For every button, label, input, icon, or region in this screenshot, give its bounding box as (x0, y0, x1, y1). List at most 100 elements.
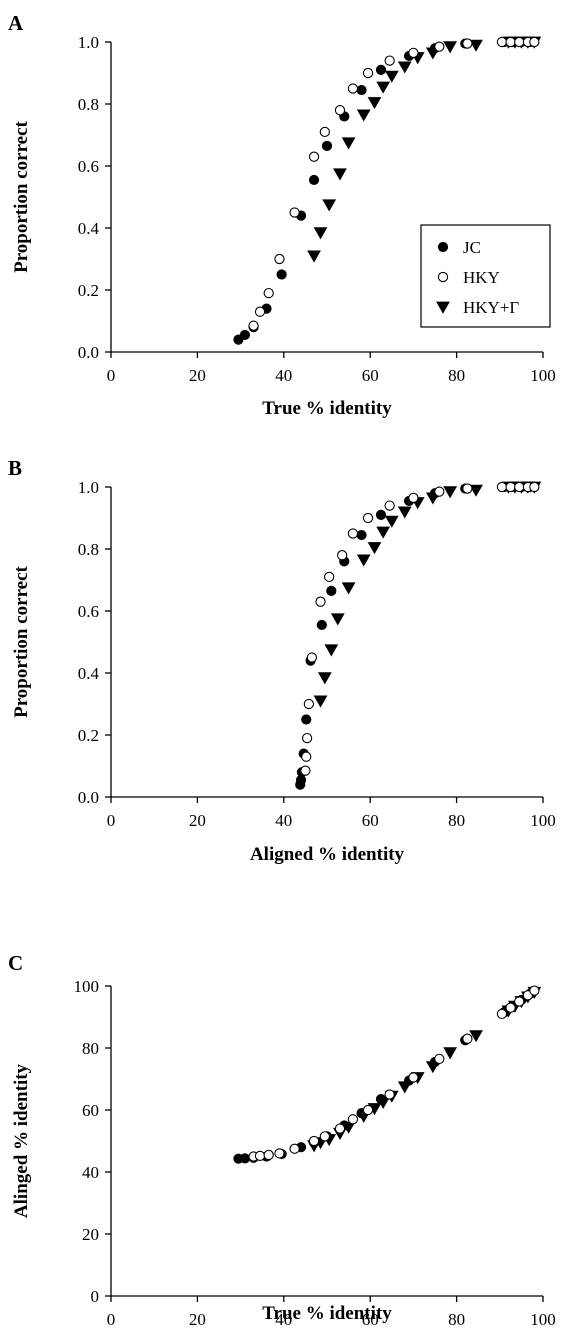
data-point-jc (356, 529, 367, 541)
legend-marker-hky-gamma (436, 301, 450, 314)
data-point-hky-gamma (341, 582, 356, 595)
data-point-hky (462, 38, 473, 49)
x-tick-label: 60 (362, 366, 379, 385)
data-point-hky (315, 596, 326, 607)
data-point-hky-gamma (322, 199, 337, 212)
x-tick-label: 40 (275, 811, 292, 830)
data-point-hky (319, 1131, 330, 1142)
data-point-hky (362, 1104, 374, 1116)
data-point-hky (334, 1123, 346, 1134)
y-tick-label: 0.0 (78, 343, 99, 362)
data-point-jc (321, 140, 333, 151)
data-point-jc (239, 329, 251, 341)
x-tick-label: 40 (275, 1310, 292, 1329)
series-hky (300, 481, 540, 776)
y-tick-label: 0.6 (78, 602, 99, 621)
data-point-hky-gamma (341, 137, 356, 150)
x-tick-label: 100 (530, 366, 556, 385)
data-point-hky (263, 1149, 274, 1161)
data-point-hky (434, 41, 445, 52)
data-point-hky (306, 652, 318, 663)
data-point-jc (301, 714, 312, 725)
legend-label-hky-gamma: HKY+Γ (463, 298, 519, 317)
data-point-hky (336, 550, 348, 561)
legend-marker-jc (437, 241, 449, 253)
data-point-hky-gamma (333, 168, 347, 181)
data-point-hky-gamma (469, 484, 483, 497)
data-point-hky (408, 47, 419, 58)
x-tick-label: 0 (107, 1310, 116, 1329)
data-point-jc (326, 585, 337, 596)
data-point-hky-gamma (384, 515, 399, 528)
data-point-hky-gamma (313, 227, 328, 240)
data-point-hky (308, 1135, 320, 1147)
data-point-hky (434, 486, 445, 497)
legend-marker-hky (437, 271, 449, 283)
legend-label-jc: JC (463, 238, 481, 257)
y-tick-label: 0.0 (78, 788, 99, 807)
y-tick-label: 60 (82, 1101, 99, 1120)
x-tick-label: 80 (448, 811, 465, 830)
x-tick-label: 80 (448, 1310, 465, 1329)
panel-c: C 0 20 40 60 80 100 0 20 40 60 80 100 True % identity… (8, 951, 556, 1329)
data-point-hky (274, 253, 285, 265)
data-point-hky (514, 481, 525, 493)
data-point-hky-gamma (356, 554, 371, 567)
data-point-hky-gamma (397, 506, 412, 519)
data-point-hky (514, 996, 525, 1007)
data-point-hky (529, 36, 540, 48)
data-point-hky (462, 483, 473, 494)
data-point-hky-gamma (443, 1047, 458, 1060)
data-point-jc (356, 84, 367, 96)
data-point-hky-gamma (356, 109, 371, 122)
x-axis-title: True % identity (262, 1303, 392, 1324)
y-tick-label: 80 (82, 1039, 99, 1058)
data-point-hky (274, 1148, 285, 1159)
panel-letter-b: B (8, 456, 22, 480)
series-hky (248, 36, 540, 331)
series-hky (248, 985, 540, 1162)
y-axis-title: Proportion correct (11, 120, 32, 272)
data-point-hky (248, 320, 259, 331)
data-point-hky (505, 1002, 516, 1013)
data-point-hky (496, 36, 508, 48)
x-tick-label: 80 (448, 366, 465, 385)
data-point-hky (408, 1072, 419, 1083)
data-point-hky (529, 985, 540, 996)
y-axis-title: Alinged % identity (11, 1063, 32, 1218)
data-point-hky-gamma (397, 61, 412, 74)
data-point-hky-gamma (367, 97, 382, 110)
x-tick-label: 60 (362, 811, 379, 830)
data-point-hky (505, 36, 516, 48)
x-tick-label: 0 (107, 811, 116, 830)
data-point-jc (375, 509, 387, 521)
data-point-hky-gamma (330, 613, 345, 626)
data-point-jc (316, 619, 327, 631)
y-tick-label: 0.4 (78, 664, 100, 683)
y-tick-label: 0.2 (78, 281, 99, 300)
data-point-hky (434, 1053, 445, 1064)
data-point-hky-gamma (443, 41, 458, 54)
data-point-hky-gamma (443, 486, 458, 499)
data-point-hky (408, 492, 419, 503)
data-point-hky (324, 571, 335, 583)
data-point-hky (362, 67, 374, 79)
x-axis-title: Aligned % identity (250, 844, 405, 865)
y-tick-label: 20 (82, 1225, 99, 1244)
panel-letter-c: C (8, 951, 23, 975)
panel-b: B 0 20 40 60 80 100 0.0 0.2 0.4 0.6 0.8 1.0 Aligned %… (8, 456, 556, 865)
data-point-hky (347, 528, 359, 539)
x-tick-label: 100 (530, 811, 556, 830)
data-point-hky (362, 512, 374, 524)
data-point-hky (254, 1150, 266, 1162)
panel-a: A 0 20 40 60 80 100 0.0 0.2 0.4 0.6 0.8 1.0 True % id… (8, 11, 556, 419)
data-point-jc (308, 174, 320, 186)
y-tick-label: 1.0 (78, 33, 99, 52)
data-point-hky (334, 105, 346, 116)
data-point-hky-gamma (317, 672, 332, 685)
data-point-hky (263, 287, 274, 299)
y-tick-label: 1.0 (78, 478, 99, 497)
y-tick-label: 0.2 (78, 726, 99, 745)
data-point-hky (529, 481, 540, 493)
